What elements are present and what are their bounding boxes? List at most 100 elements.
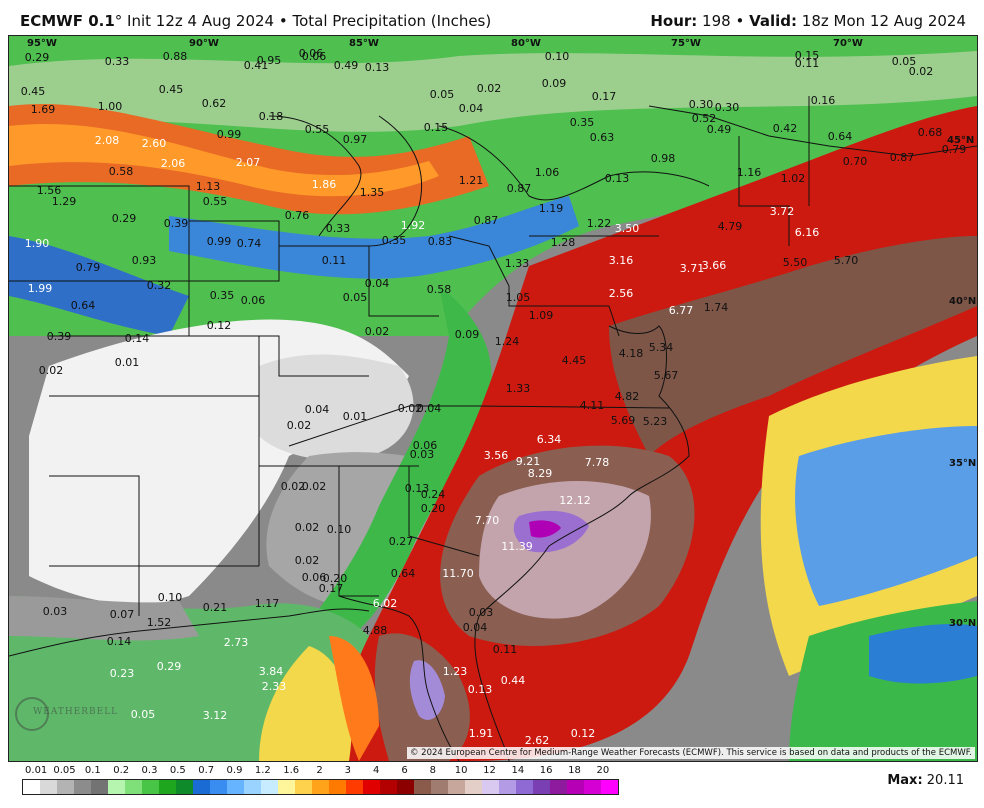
precip-value-label: 4.45	[562, 354, 587, 367]
precip-value-label: 0.24	[421, 488, 446, 501]
precip-value-label: 0.42	[773, 122, 798, 135]
colorbar-swatch	[601, 780, 618, 794]
precip-value-label: 0.23	[110, 667, 135, 680]
precip-value-label: 0.04	[365, 277, 390, 290]
weatherbell-logo: WEATHERBELL	[13, 697, 99, 733]
colorbar-swatch	[159, 780, 176, 794]
precip-value-label: 0.15	[424, 121, 449, 134]
lon-label: 85°W	[349, 38, 379, 49]
precip-value-label: 0.33	[326, 222, 351, 235]
precip-value-label: 2.06	[161, 157, 186, 170]
precip-value-label: 0.18	[259, 110, 284, 123]
precip-value-label: 0.29	[157, 660, 182, 673]
lon-label: 75°W	[671, 38, 701, 49]
precip-value-label: 0.27	[389, 535, 414, 548]
colorbar-swatch	[465, 780, 482, 794]
colorbar-tick-label: 0.05	[53, 765, 75, 776]
colorbar-swatch	[312, 780, 329, 794]
colorbar-tick-label: 16	[540, 765, 553, 776]
precip-value-label: 7.70	[475, 514, 500, 527]
precip-value-label: 0.14	[125, 332, 150, 345]
precip-value-label: 11.70	[442, 567, 474, 580]
precip-value-label: 0.44	[501, 674, 526, 687]
precip-value-label: 6.34	[537, 433, 562, 446]
precip-value-label: 0.20	[421, 502, 446, 515]
colorbar-swatch	[448, 780, 465, 794]
precip-value-label: 0.58	[109, 165, 134, 178]
colorbar-swatch	[244, 780, 261, 794]
precip-value-label: 0.30	[689, 98, 714, 111]
colorbar-tick-label: 0.3	[142, 765, 158, 776]
precip-value-label: 0.05	[343, 291, 368, 304]
precip-value-label: 0.74	[237, 237, 262, 250]
precip-value-label: 0.39	[47, 330, 72, 343]
precip-value-label: 3.71	[680, 262, 705, 275]
precip-value-label: 1.33	[505, 257, 530, 270]
precip-value-label: 0.64	[71, 299, 96, 312]
precip-value-label: 0.64	[828, 130, 853, 143]
precip-value-label: 1.99	[28, 282, 53, 295]
colorbar-tick-label: 14	[511, 765, 524, 776]
colorbar-tick-label: 0.01	[25, 765, 47, 776]
precip-value-label: 0.06	[241, 294, 266, 307]
colorbar-tick-label: 0.2	[113, 765, 129, 776]
precip-value-label: 2.33	[262, 680, 287, 693]
precip-value-label: 0.04	[305, 403, 330, 416]
precip-value-label: 2.62	[525, 734, 550, 747]
precip-value-label: 0.11	[493, 643, 518, 656]
colorbar-swatch	[431, 780, 448, 794]
precip-value-label: 1.13	[196, 180, 221, 193]
precip-value-label: 0.29	[25, 51, 50, 64]
copyright-notice: © 2024 European Centre for Medium-Range …	[407, 747, 975, 759]
precip-value-label: 4.79	[718, 220, 743, 233]
precip-value-label: 0.62	[202, 97, 227, 110]
precip-value-label: 1.28	[551, 236, 576, 249]
precip-value-label: 6.16	[795, 226, 820, 239]
precip-value-label: 1.35	[360, 186, 385, 199]
colorbar-tick-label: 18	[568, 765, 581, 776]
colorbar-swatch	[125, 780, 142, 794]
colorbar-labels: 0.01 0.05 0.1 0.2 0.3 0.5 0.7 0.9 1.2 1.6 2 3 4 6 8 10 1…	[22, 765, 702, 777]
precip-value-label: 0.01	[115, 356, 140, 369]
valid-label: Valid:	[749, 12, 797, 30]
hour-value: 198 •	[697, 12, 749, 30]
precip-value-label: 11.39	[501, 540, 533, 553]
precip-value-label: 0.93	[132, 254, 157, 267]
precip-value-label: 0.49	[707, 123, 732, 136]
lon-label: 80°W	[511, 38, 541, 49]
colorbar-tick-label: 1.6	[283, 765, 299, 776]
precip-value-label: 5.23	[643, 415, 668, 428]
precip-value-label: 0.49	[334, 59, 359, 72]
precip-value-label: 4.88	[363, 624, 388, 637]
colorbar-swatch	[295, 780, 312, 794]
precip-value-label: 7.78	[585, 456, 610, 469]
precip-value-label: 0.17	[592, 90, 617, 103]
precip-value-label: 0.03	[410, 448, 435, 461]
colorbar-swatch	[74, 780, 91, 794]
precip-value-label: 0.88	[163, 50, 188, 63]
colorbar-swatch	[40, 780, 57, 794]
precip-value-label: 0.32	[147, 279, 172, 292]
colorbar-swatch	[227, 780, 244, 794]
precip-value-label: 0.87	[890, 151, 915, 164]
precip-value-label: 0.13	[365, 61, 390, 74]
colorbar-swatch	[210, 780, 227, 794]
precip-value-label: 1.29	[52, 195, 77, 208]
precip-value-label: 0.99	[217, 128, 242, 141]
colorbar-swatch	[23, 780, 40, 794]
precip-value-label: 1.92	[401, 219, 426, 232]
precip-value-label: 0.98	[651, 152, 676, 165]
colorbar-tick-label: 0.1	[85, 765, 101, 776]
precip-value-label: 1.17	[255, 597, 280, 610]
precip-value-label: 1.05	[506, 291, 531, 304]
precip-value-label: 0.12	[571, 727, 596, 740]
precip-value-label: 3.50	[615, 222, 640, 235]
precip-value-label: 0.06	[299, 47, 324, 60]
precip-value-label: 1.21	[459, 174, 484, 187]
precip-value-label: 0.83	[428, 235, 453, 248]
precip-value-label: 1.06	[535, 166, 560, 179]
precip-value-label: 2.73	[224, 636, 249, 649]
precip-value-label: 6.02	[373, 597, 398, 610]
colorbar-swatch	[516, 780, 533, 794]
colorbar-swatch	[363, 780, 380, 794]
